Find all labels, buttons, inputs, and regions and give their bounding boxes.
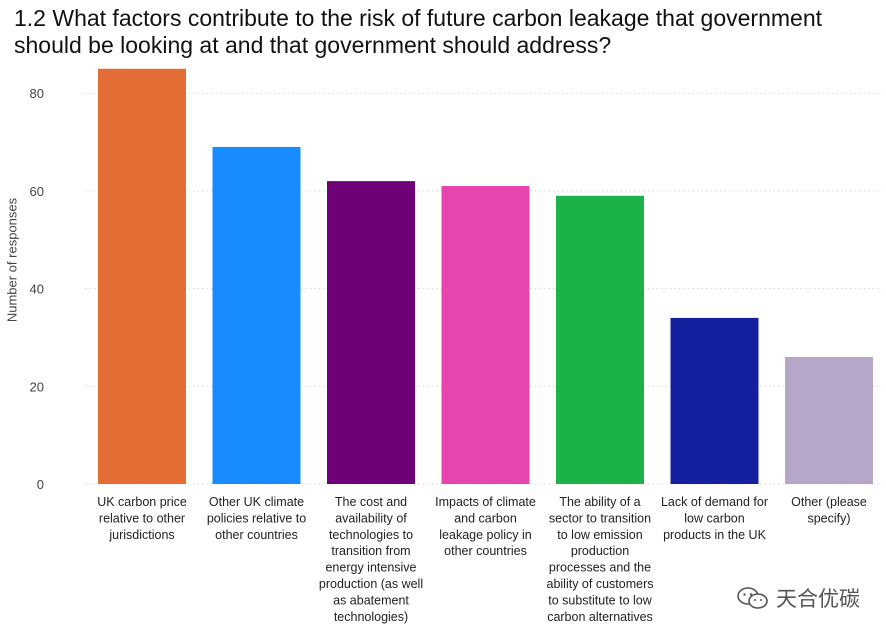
bar (327, 181, 415, 484)
x-tick-label: UK carbon price relative to other jurisdic… (97, 495, 187, 542)
bar (670, 317, 759, 484)
bar (212, 146, 301, 484)
x-tick-label: The ability of a sector to transition to l… (547, 495, 654, 624)
y-tick-label: 0 (37, 477, 44, 492)
bar (785, 356, 873, 484)
y-axis-title-box: Number of responses (4, 197, 19, 322)
chart-title: 1.2 What factors contribute to the risk … (14, 5, 822, 58)
y-tick-labels: 0 20 40 60 80 (30, 86, 44, 492)
bars (98, 68, 873, 485)
bar (98, 68, 186, 485)
x-tick-label: Lack of demand for low carbon products in … (661, 495, 768, 542)
x-tick-label: The cost and availability of technologies … (319, 495, 423, 624)
x-tick-label: Other (please specify) (791, 495, 867, 525)
bar (441, 186, 530, 484)
y-tick-label: 20 (30, 379, 44, 394)
watermark-text: 天合优碳 (776, 587, 860, 611)
watermark: 天合优碳 (736, 583, 860, 613)
y-tick-label: 60 (30, 184, 44, 199)
x-tick-labels: UK carbon price relative to other jurisdic… (97, 495, 867, 624)
y-tick-label: 40 (30, 282, 44, 297)
x-tick-label: Impacts of climate and carbon leakage poli… (435, 495, 536, 558)
x-tick-label: Other UK climate policies relative to othe… (207, 495, 306, 542)
y-axis-title: Number of responses (4, 197, 19, 322)
y-tick-label: 80 (30, 86, 44, 101)
bar (556, 195, 644, 484)
wechat-icon (737, 587, 768, 609)
